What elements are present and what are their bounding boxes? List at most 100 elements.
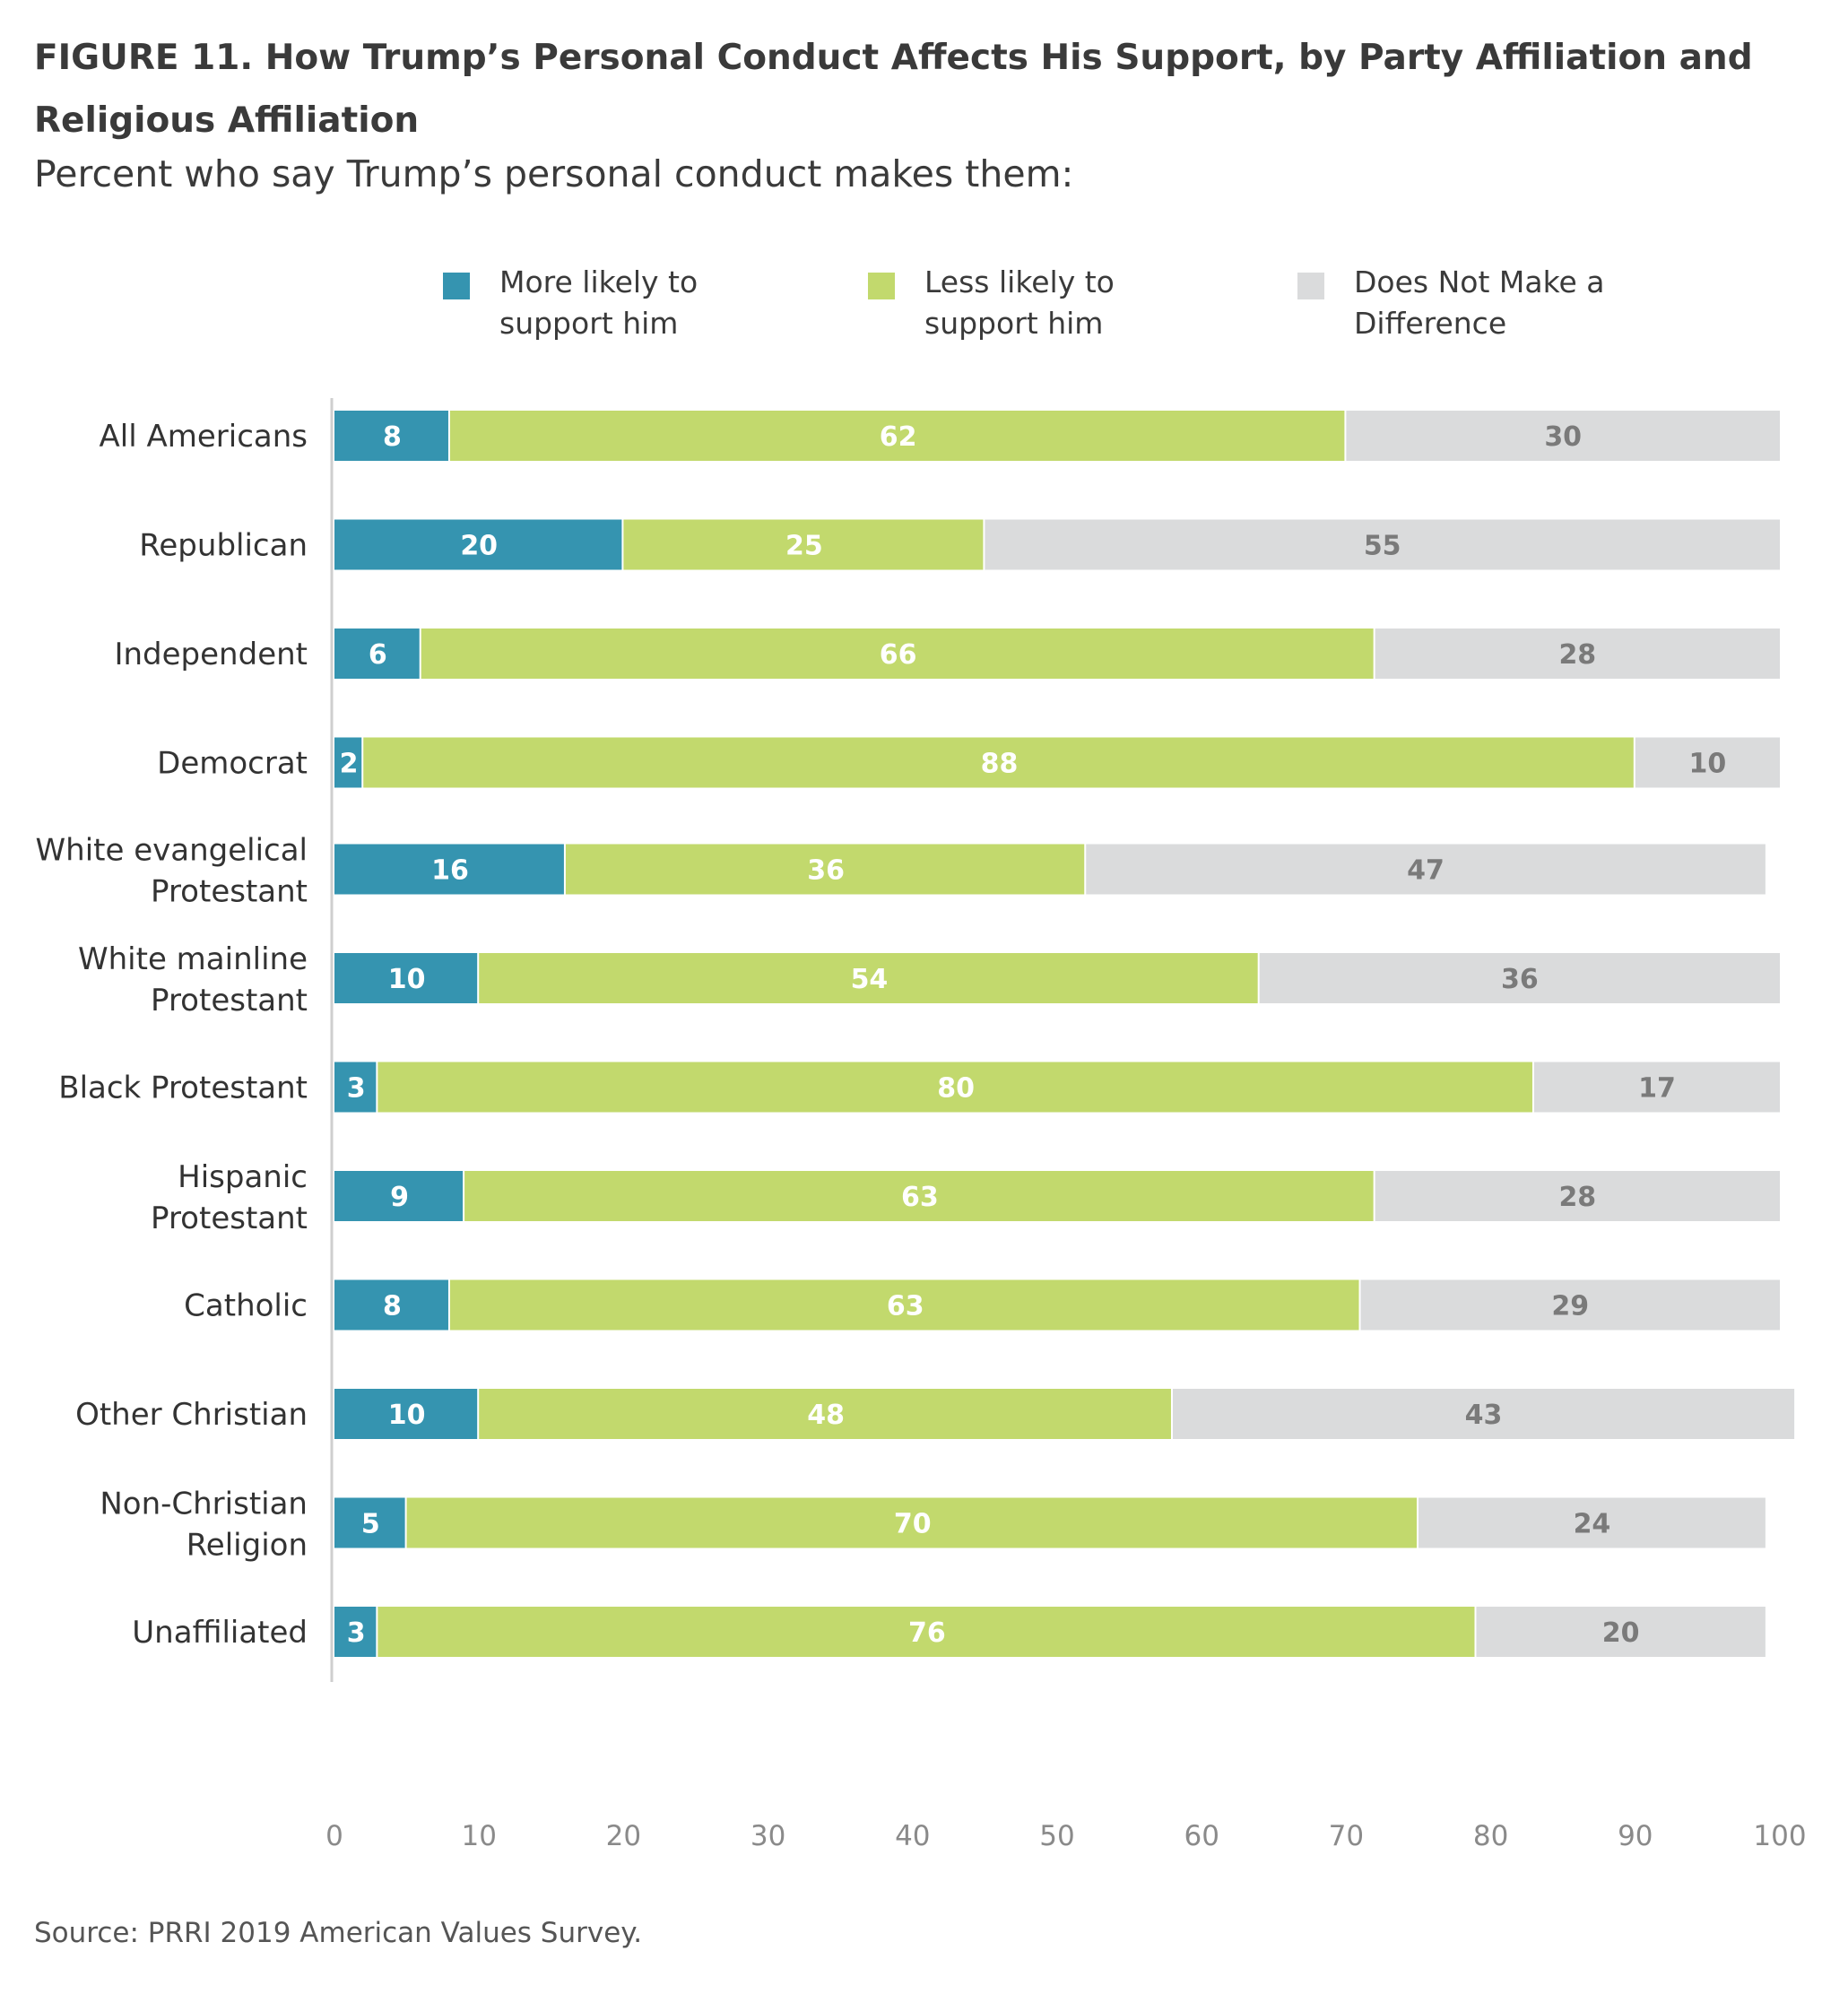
category-label-white-mainline-protestant: White mainline Protestant	[78, 941, 308, 1019]
x-tick-label-90: 90	[1618, 1820, 1653, 1852]
bar-less-likely-to-support-him-independent	[421, 629, 1374, 679]
x-tick-label-80: 80	[1473, 1820, 1508, 1852]
value-label-more-likely-to-support-him-democrat: 2	[340, 749, 359, 780]
value-label-less-likely-to-support-him-non-christian-religion: 70	[894, 1509, 932, 1540]
bar-more-likely-to-support-him-unaffiliated	[334, 1607, 377, 1657]
bar-does-not-make-a-difference-democrat	[1635, 737, 1780, 788]
value-label-more-likely-to-support-him-republican: 20	[460, 531, 498, 562]
bar-more-likely-to-support-him-other-christian	[334, 1389, 478, 1439]
chart-title: FIGURE 11. How Trump’s Personal Conduct …	[34, 38, 1753, 141]
value-label-less-likely-to-support-him-white-evangelical-protestant: 36	[807, 855, 845, 887]
value-label-less-likely-to-support-him-unaffiliated: 76	[908, 1617, 946, 1649]
legend-swatch-less-likely	[868, 273, 895, 299]
value-label-does-not-make-a-difference-catholic: 29	[1551, 1291, 1589, 1322]
chart-subtitle: Percent who say Trump’s personal conduct…	[34, 152, 1074, 195]
value-label-does-not-make-a-difference-unaffiliated: 20	[1602, 1617, 1640, 1649]
value-label-less-likely-to-support-him-hispanic-protestant: 63	[901, 1182, 939, 1213]
x-tick-label-0: 0	[325, 1820, 343, 1852]
bar-does-not-make-a-difference-catholic	[1360, 1279, 1780, 1331]
bar-less-likely-to-support-him-democrat	[363, 737, 1634, 788]
bar-less-likely-to-support-him-republican	[623, 519, 984, 570]
value-label-more-likely-to-support-him-catholic: 8	[383, 1291, 402, 1322]
bar-less-likely-to-support-him-white-evangelical-protestant	[565, 844, 1085, 895]
category-label-all-americans: All Americans	[100, 419, 308, 455]
value-label-does-not-make-a-difference-black-protestant: 17	[1638, 1073, 1676, 1105]
category-label-democrat: Democrat	[157, 746, 308, 782]
source-note: Source: PRRI 2019 American Values Survey…	[34, 1917, 643, 1949]
bar-less-likely-to-support-him-hispanic-protestant	[464, 1171, 1374, 1221]
value-label-does-not-make-a-difference-democrat: 10	[1689, 749, 1727, 780]
bar-does-not-make-a-difference-hispanic-protestant	[1375, 1171, 1780, 1221]
bar-more-likely-to-support-him-black-protestant	[334, 1062, 377, 1113]
category-label-hispanic-protestant: Hispanic Protestant	[151, 1159, 308, 1236]
value-label-more-likely-to-support-him-white-mainline-protestant: 10	[388, 964, 426, 995]
value-label-does-not-make-a-difference-white-evangelical-protestant: 47	[1407, 855, 1445, 887]
bar-less-likely-to-support-him-catholic	[449, 1279, 1359, 1331]
value-label-does-not-make-a-difference-hispanic-protestant: 28	[1558, 1182, 1596, 1213]
bar-does-not-make-a-difference-other-christian	[1172, 1389, 1795, 1439]
value-label-less-likely-to-support-him-other-christian: 48	[807, 1400, 845, 1431]
bar-more-likely-to-support-him-non-christian-religion	[334, 1497, 405, 1548]
value-label-more-likely-to-support-him-white-evangelical-protestant: 16	[431, 855, 469, 887]
bar-more-likely-to-support-him-hispanic-protestant	[334, 1171, 464, 1221]
value-label-more-likely-to-support-him-unaffiliated: 3	[347, 1617, 366, 1649]
value-label-does-not-make-a-difference-non-christian-religion: 24	[1574, 1509, 1611, 1540]
bar-more-likely-to-support-him-democrat	[334, 737, 362, 788]
x-tick-label-40: 40	[895, 1820, 930, 1852]
x-tick-label-50: 50	[1039, 1820, 1074, 1852]
category-label-white-evangelical-protestant: White evangelical Protestant	[36, 833, 308, 910]
bar-does-not-make-a-difference-republican	[985, 519, 1780, 570]
legend-swatch-more-likely	[443, 273, 470, 299]
bar-more-likely-to-support-him-republican	[334, 519, 622, 570]
category-label-other-christian: Other Christian	[75, 1397, 308, 1433]
value-label-less-likely-to-support-him-catholic: 63	[887, 1291, 924, 1322]
value-label-more-likely-to-support-him-all-americans: 8	[383, 421, 402, 453]
bar-less-likely-to-support-him-all-americans	[449, 411, 1345, 461]
bar-more-likely-to-support-him-all-americans	[334, 411, 448, 461]
x-tick-label-60: 60	[1184, 1820, 1219, 1852]
value-label-less-likely-to-support-him-black-protestant: 80	[937, 1073, 975, 1105]
x-tick-label-20: 20	[606, 1820, 641, 1852]
bar-more-likely-to-support-him-independent	[334, 629, 420, 679]
x-tick-label-70: 70	[1329, 1820, 1364, 1852]
value-label-does-not-make-a-difference-other-christian: 43	[1465, 1400, 1503, 1431]
category-label-black-protestant: Black Protestant	[58, 1071, 308, 1106]
x-tick-label-10: 10	[461, 1820, 496, 1852]
bar-does-not-make-a-difference-unaffiliated	[1476, 1607, 1766, 1657]
value-label-more-likely-to-support-him-hispanic-protestant: 9	[390, 1182, 409, 1213]
category-label-unaffiliated: Unaffiliated	[132, 1615, 308, 1651]
value-label-less-likely-to-support-him-independent: 66	[880, 639, 917, 671]
value-label-more-likely-to-support-him-other-christian: 10	[388, 1400, 426, 1431]
bar-does-not-make-a-difference-non-christian-religion	[1419, 1497, 1766, 1548]
bar-more-likely-to-support-him-white-evangelical-protestant	[334, 844, 564, 895]
bar-more-likely-to-support-him-white-mainline-protestant	[334, 953, 478, 1003]
bar-does-not-make-a-difference-independent	[1375, 629, 1780, 679]
bar-less-likely-to-support-him-black-protestant	[377, 1062, 1532, 1113]
bar-less-likely-to-support-him-other-christian	[479, 1389, 1171, 1439]
value-label-less-likely-to-support-him-white-mainline-protestant: 54	[851, 964, 889, 995]
value-label-more-likely-to-support-him-black-protestant: 3	[347, 1073, 366, 1105]
category-label-non-christian-religion: Non-Christian Religion	[100, 1487, 308, 1564]
bar-less-likely-to-support-him-non-christian-religion	[406, 1497, 1418, 1548]
bar-does-not-make-a-difference-black-protestant	[1533, 1062, 1780, 1113]
bar-less-likely-to-support-him-unaffiliated	[377, 1607, 1475, 1657]
bar-does-not-make-a-difference-white-mainline-protestant	[1259, 953, 1780, 1003]
value-label-more-likely-to-support-him-non-christian-religion: 5	[361, 1509, 380, 1540]
value-label-does-not-make-a-difference-independent: 28	[1558, 639, 1596, 671]
legend-label-more-likely: More likely to support him	[499, 264, 698, 341]
legend-label-less-likely: Less likely to support him	[924, 264, 1115, 341]
bar-more-likely-to-support-him-catholic	[334, 1279, 448, 1331]
value-label-does-not-make-a-difference-all-americans: 30	[1544, 421, 1582, 453]
category-label-republican: Republican	[139, 528, 308, 564]
value-label-more-likely-to-support-him-independent: 6	[369, 639, 387, 671]
category-label-independent: Independent	[114, 637, 308, 672]
value-label-does-not-make-a-difference-white-mainline-protestant: 36	[1501, 964, 1539, 995]
value-label-less-likely-to-support-him-republican: 25	[785, 531, 823, 562]
bar-less-likely-to-support-him-white-mainline-protestant	[479, 953, 1258, 1003]
x-tick-label-100: 100	[1753, 1820, 1806, 1852]
value-label-less-likely-to-support-him-democrat: 88	[981, 749, 1019, 780]
bar-does-not-make-a-difference-white-evangelical-protestant	[1086, 844, 1766, 895]
bar-does-not-make-a-difference-all-americans	[1346, 411, 1780, 461]
value-label-does-not-make-a-difference-republican: 55	[1364, 531, 1401, 562]
